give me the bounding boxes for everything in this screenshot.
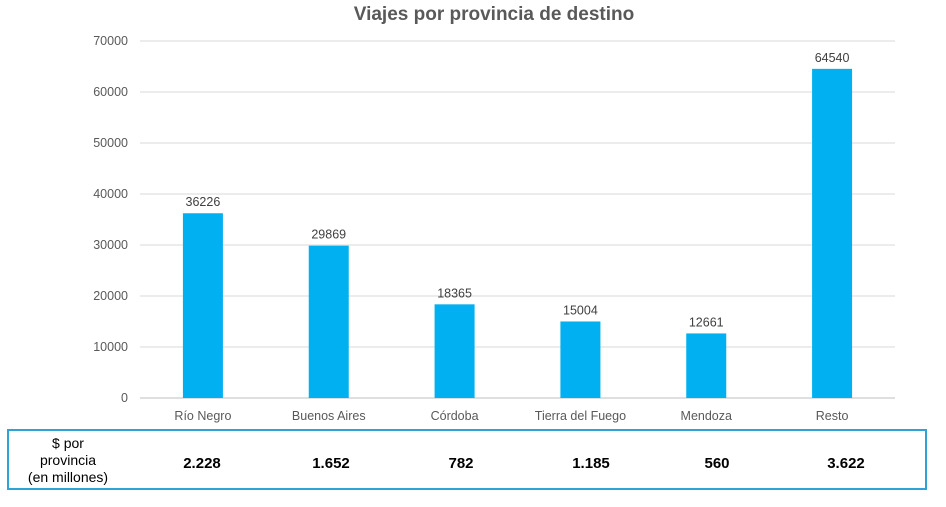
x-tick-label: Tierra del Fuego [535, 409, 626, 423]
data-label: 29869 [311, 228, 346, 242]
data-label: 64540 [815, 51, 850, 65]
bar [686, 333, 727, 398]
money-per-province-table: $ por provincia (en millones) 2.228 1.65… [7, 429, 927, 490]
money-cell: 560 [704, 455, 730, 472]
gridlines [140, 40, 895, 399]
x-tick-label: Resto [816, 409, 849, 423]
chart-title: Viajes por provincia de destino [353, 4, 635, 25]
x-axis-ticks: Río Negro Buenos Aires Córdoba Tierra del F… [174, 409, 848, 423]
money-cell: 1.652 [312, 455, 350, 472]
money-header-line: provincia [39, 452, 97, 468]
x-tick-label: Mendoza [681, 409, 732, 423]
data-labels: 36226 29869 18365 15004 12661 64540 [186, 51, 850, 330]
x-tick-label: Río Negro [174, 409, 231, 423]
y-tick-label: 50000 [93, 136, 128, 150]
money-cell: 3.622 [827, 455, 865, 472]
y-tick-label: 30000 [93, 238, 128, 252]
data-label: 15004 [563, 303, 598, 317]
y-tick-label: 60000 [93, 85, 128, 99]
bars [182, 68, 853, 398]
data-label: 12661 [689, 315, 724, 329]
x-tick-label: Buenos Aires [292, 409, 366, 423]
y-tick-label: 10000 [93, 340, 128, 354]
y-tick-label: 70000 [93, 34, 128, 48]
money-cell: 1.185 [572, 455, 610, 472]
money-table-header: $ por provincia (en millones) [23, 435, 113, 486]
bar-chart: 0 10000 20000 30000 40000 50000 60000 70000 362… [93, 34, 895, 423]
bar [434, 304, 475, 398]
x-tick-label: Córdoba [431, 409, 479, 423]
money-cell: 2.228 [183, 455, 221, 472]
money-header-line: $ por [52, 435, 84, 451]
data-label: 36226 [186, 195, 221, 209]
bar [560, 321, 601, 398]
bar [182, 213, 223, 398]
money-cell: 782 [448, 455, 474, 472]
money-header-line: (en millones) [27, 469, 109, 485]
bar [308, 245, 349, 398]
y-axis-ticks: 0 10000 20000 30000 40000 50000 60000 70000 [93, 34, 128, 405]
data-label: 18365 [437, 286, 472, 300]
y-tick-label: 20000 [93, 289, 128, 303]
y-tick-label: 40000 [93, 187, 128, 201]
bar [812, 68, 853, 398]
y-tick-label: 0 [121, 391, 128, 405]
